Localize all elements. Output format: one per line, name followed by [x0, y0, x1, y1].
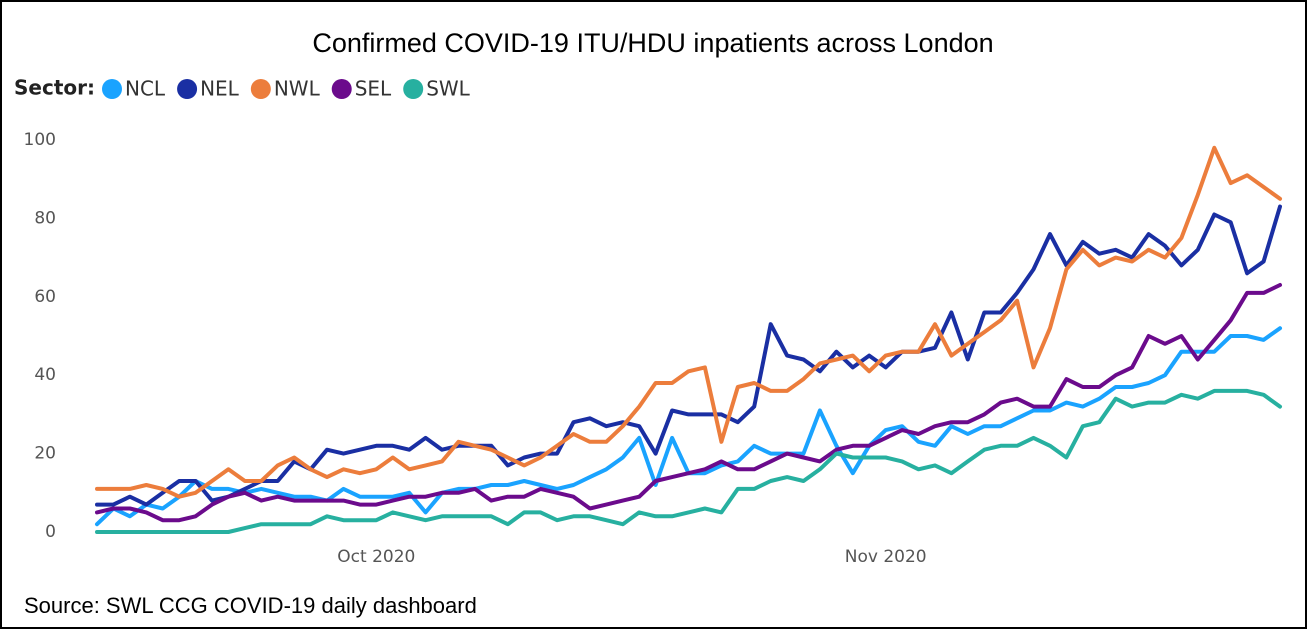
legend-marker	[331, 79, 352, 99]
legend-marker	[403, 79, 424, 99]
y-tick-label: 60	[34, 287, 56, 307]
series-line	[95, 204, 1282, 507]
legend-marker	[102, 79, 122, 99]
y-tick-label: 0	[45, 522, 56, 542]
x-tick-label: Nov 2020	[845, 547, 927, 567]
legend-label: NCL	[125, 77, 166, 101]
series-line	[95, 145, 1282, 499]
legend-marker	[250, 79, 271, 99]
y-tick-label: 20	[34, 444, 56, 464]
series-line	[95, 388, 1282, 534]
y-tick-label: 40	[34, 365, 56, 385]
legend-label: NWL	[274, 77, 321, 101]
x-tick-label: Oct 2020	[337, 547, 415, 567]
legend-marker	[177, 79, 198, 99]
chart-title: Confirmed COVID-19 ITU/HDU inpatients ac…	[312, 28, 993, 58]
legend-label: NEL	[200, 77, 240, 101]
y-tick-label: 80	[34, 208, 56, 228]
legend-label: SEL	[355, 77, 392, 101]
legend-title: Sector:	[14, 76, 95, 100]
legend-label: SWL	[426, 77, 470, 101]
y-tick-label: 100	[24, 130, 56, 150]
series-line	[95, 283, 1282, 523]
source-note: Source: SWL CCG COVID-19 daily dashboard	[24, 593, 477, 618]
